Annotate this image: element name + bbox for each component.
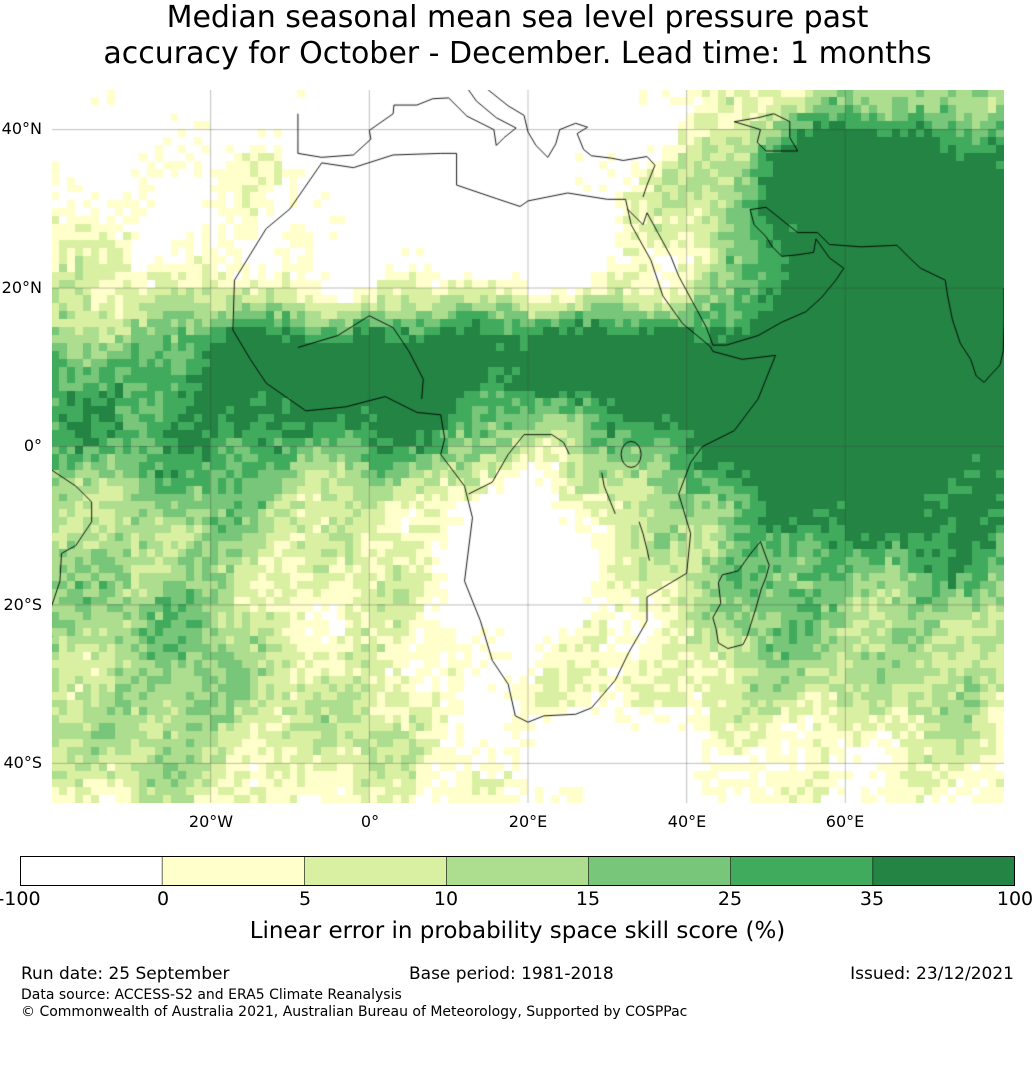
colorbar-label: Linear error in probability space skill … <box>249 918 786 944</box>
colorbar <box>20 856 1015 886</box>
title-line-1: Median seasonal mean sea level pressure … <box>166 0 869 35</box>
skill-score-map <box>52 90 1004 803</box>
copyright: © Commonwealth of Australia 2021, Austra… <box>21 1004 688 1020</box>
colorbar-tick-15: 15 <box>575 888 601 910</box>
colorbar-tick-5: 5 <box>298 888 312 910</box>
colorbar-segment <box>588 856 732 886</box>
run-date: Run date: 25 September <box>21 964 230 984</box>
data-source: Data source: ACCESS-S2 and ERA5 Climate … <box>21 987 402 1003</box>
colorbar-tick-35: 35 <box>859 888 885 910</box>
colorbar-segment <box>446 856 590 886</box>
lat-label-20s: 20°S <box>3 595 42 614</box>
lon-label-60e: 60°E <box>825 812 865 831</box>
title-line-2: accuracy for October - December. Lead ti… <box>103 36 932 71</box>
lon-label-20e: 20°E <box>508 812 548 831</box>
colorbar-tick-neg100: -100 <box>0 888 41 910</box>
colorbar-tick-0: 0 <box>156 888 170 910</box>
colorbar-segment <box>730 856 874 886</box>
colorbar-segment <box>20 856 163 886</box>
lat-label-40s: 40°S <box>3 753 42 772</box>
lon-label-0: 0° <box>360 812 380 831</box>
lon-label-20w: 20°W <box>188 812 234 831</box>
lat-label-20n: 20°N <box>1 278 42 297</box>
colorbar-segment <box>872 856 1015 886</box>
colorbar-segment <box>304 856 447 886</box>
lon-label-40e: 40°E <box>667 812 707 831</box>
colorbar-tick-25: 25 <box>717 888 743 910</box>
lat-label-40n: 40°N <box>1 119 42 138</box>
lat-label-equator: 0° <box>23 436 42 455</box>
colorbar-segment <box>162 856 305 886</box>
colorbar-tick-100: 100 <box>996 888 1034 910</box>
issued-date: Issued: 23/12/2021 <box>850 964 1014 984</box>
colorbar-tick-10: 10 <box>433 888 459 910</box>
chart-title: Median seasonal mean sea level pressure … <box>0 0 1035 72</box>
base-period: Base period: 1981-2018 <box>409 964 614 984</box>
